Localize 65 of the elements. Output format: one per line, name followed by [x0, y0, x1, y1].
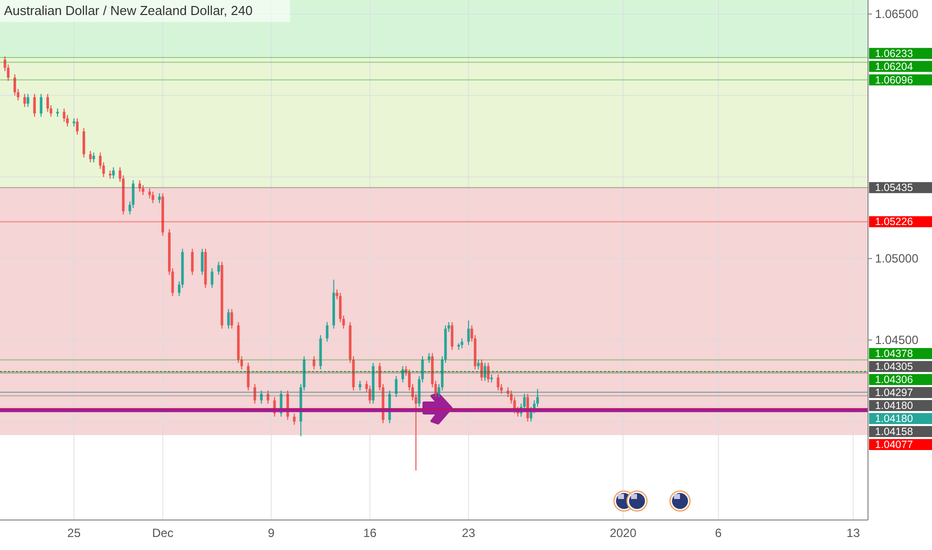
x-tick-label: 25 — [67, 526, 81, 540]
candlestick — [368, 385, 372, 404]
x-tick-label: Dec — [152, 526, 174, 540]
candlestick — [40, 93, 42, 118]
candlestick — [89, 150, 92, 163]
ref-line-label: 1.04306 — [875, 374, 914, 386]
ref-line-label: 1.04297 — [875, 387, 914, 400]
ref-line-label: 1.04180 — [875, 413, 914, 426]
ref-line-label: 1.04077 — [875, 439, 914, 452]
x-tick-label: 13 — [846, 526, 860, 540]
candlestick — [62, 108, 66, 122]
candlestick — [394, 375, 398, 398]
candlestick — [142, 184, 144, 196]
candlestick — [358, 380, 362, 392]
ref-line-label: 1.06233 — [875, 48, 914, 60]
candlestick — [292, 412, 296, 426]
candlestick — [467, 320, 470, 346]
ref-line-label: 1.04305 — [875, 361, 914, 374]
x-tick-label: 23 — [462, 526, 476, 540]
candlestick — [260, 390, 263, 404]
candlestick — [484, 362, 486, 382]
candlestick — [46, 93, 49, 112]
ref-line-label: 1.04158 — [875, 426, 914, 438]
chart-title: Australian Dollar / New Zealand Dollar, 240 — [4, 3, 253, 18]
candlestick — [217, 261, 220, 276]
candlestick — [26, 93, 30, 108]
y-tick-label: 1.06500 — [875, 7, 919, 22]
y-tick-label: 1.04500 — [875, 333, 919, 348]
candlestick — [496, 374, 500, 392]
candlestick — [23, 93, 26, 108]
candlestick — [158, 192, 161, 204]
x-tick-label: 9 — [268, 526, 275, 540]
candlestick — [246, 362, 250, 392]
candlestick — [227, 308, 230, 330]
candlestick — [138, 180, 142, 192]
candlestick — [200, 248, 204, 276]
candlestick — [82, 128, 86, 158]
candlestick — [152, 191, 154, 204]
candlestick — [13, 74, 16, 96]
x-tick-label: 16 — [363, 526, 377, 540]
candlestick — [450, 322, 454, 350]
candlestick — [230, 308, 234, 330]
candlestick — [312, 356, 316, 370]
y-tick-label: 1.05000 — [875, 252, 919, 266]
ref-line-label: 1.04378 — [875, 348, 914, 360]
candlestick — [486, 362, 490, 383]
candlestick — [326, 322, 328, 342]
candlestick — [112, 166, 115, 180]
candlestick — [266, 390, 270, 404]
ref-line-label: 1.06204 — [875, 60, 914, 73]
ref-line-label: 1.05226 — [875, 216, 914, 228]
candlestick — [148, 188, 151, 199]
ref-line-label: 1.04180 — [875, 400, 914, 412]
candlestick — [254, 384, 256, 404]
candlestick — [191, 248, 194, 276]
ref-line-label: 1.05435 — [875, 182, 914, 194]
candlestick — [401, 366, 404, 383]
ref-line-label: 1.06096 — [875, 74, 914, 86]
candlestick — [210, 268, 214, 288]
x-tick-label: 6 — [715, 526, 722, 540]
candlestick — [33, 93, 36, 118]
candlestick — [460, 338, 464, 349]
candlestick — [480, 359, 483, 382]
candlestick — [76, 118, 79, 136]
x-tick-label: 2020 — [610, 526, 637, 540]
